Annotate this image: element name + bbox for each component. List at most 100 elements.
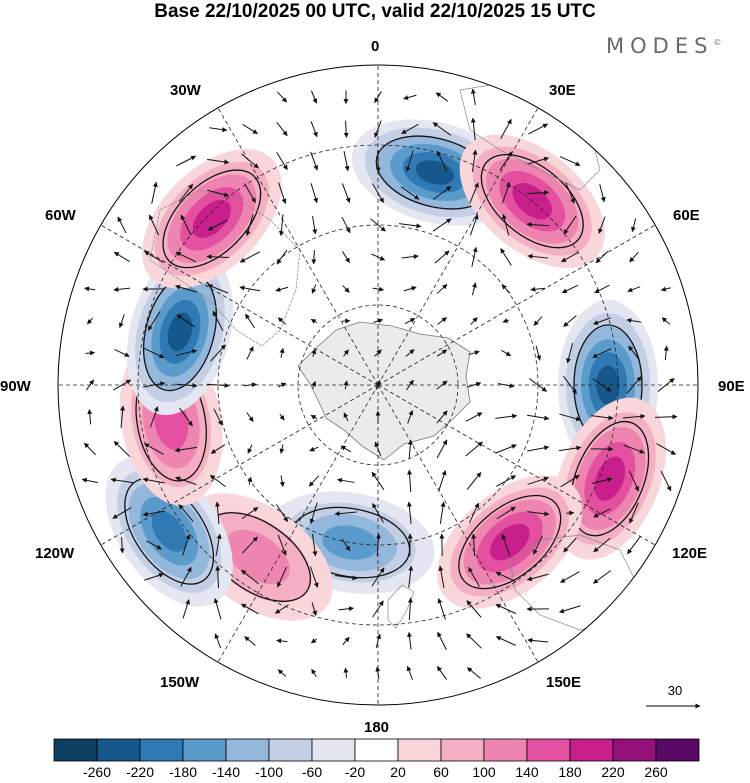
wind-vector [470,117,476,140]
wind-vector [207,219,228,231]
wind-vector [113,440,131,458]
wind-vector [465,441,483,457]
wind-vector [501,534,511,556]
colorbar-bin [483,738,528,762]
wind-vector [439,501,446,524]
wind-vector [207,189,230,198]
wind-vector [405,150,414,173]
colorbar-tick-label: -180 [168,764,198,780]
colorbar-bin [612,738,657,762]
wind-vector [527,445,550,452]
wind-vector [342,636,350,646]
wind-vector [436,284,448,294]
wind-vector [310,90,318,104]
wind-vector [500,118,512,139]
wind-vector [175,476,197,486]
meridian-line [377,224,656,386]
wind-vector [561,251,579,263]
wind-vector [501,213,510,236]
south-america-outline [149,189,301,347]
wind-vector [182,599,190,619]
wind-vector [276,249,288,265]
wind-vector [434,250,450,264]
wind-vector [407,631,412,650]
wind-vector [371,253,386,261]
wind-vector [436,150,448,172]
wind-vector [465,412,483,422]
wind-vector [372,183,384,203]
wind-vector [594,284,610,294]
wind-vector [560,571,580,583]
wind-vector [496,506,516,520]
wind-vector [471,533,477,557]
chart-title: Base 22/10/2025 00 UTC, valid 22/10/2025… [154,1,596,22]
wind-vector [496,475,517,487]
wind-vector [311,348,317,357]
wind-vector [117,216,127,234]
wind-vector [528,123,549,135]
wind-vector [243,382,257,388]
wind-vector [213,598,222,620]
wind-vector [374,91,382,103]
wind-vector [593,508,611,518]
colorbar-bin [526,738,571,762]
wind-vector [527,414,550,421]
wind-vector [372,600,384,618]
wind-vector [629,251,639,263]
wind-vector [432,122,452,136]
wind-vector [342,318,351,324]
wind-vector [437,598,446,620]
wind-vector [310,318,318,324]
wind-vector [559,413,582,422]
wind-vector [207,284,229,294]
wind-vector [206,382,230,388]
colorbar-bin [96,738,141,762]
wind-vector [527,190,550,196]
wind-vector [334,511,358,517]
wind-vector [591,477,613,484]
wind-vector [309,566,319,588]
wind-vector [342,285,350,293]
wind-vector [343,349,349,357]
wind-vector [279,413,285,421]
wind-vector [275,286,289,292]
wind-vector [527,476,549,485]
colorbar-bin [569,738,614,762]
label-lon-150e: 150E [546,674,582,691]
wind-vector [341,538,351,552]
anomaly-negative-125w [105,455,233,607]
wind-vector [530,286,546,292]
wind-vector [335,575,358,581]
wind-vector [533,316,543,326]
wind-vector [401,254,419,260]
wind-vector [592,348,612,358]
wind-vector [147,311,161,331]
wind-vector [438,565,445,588]
colorbar-bin [182,738,227,762]
colorbar-bin [268,738,313,762]
wind-vector [312,215,318,235]
wind-vector [175,349,198,357]
wind-vector [212,310,224,332]
wind-vector [470,317,478,325]
wind-vector [242,123,258,135]
wind-vector [592,378,612,392]
wind-vector [214,501,220,525]
wind-vector [654,414,678,420]
anomaly-positive-140e [437,475,583,609]
colorbar-tick-label: -100 [254,764,284,780]
wind-vector [274,604,289,614]
wind-vector [277,382,287,388]
wind-vector [403,94,417,100]
wind-vector [84,442,96,456]
wind-vector [342,251,350,264]
wind-vector [563,215,577,235]
wind-vector [499,151,513,171]
wind-vector [469,182,479,204]
colorbar-tick-label: 140 [515,764,539,780]
wind-vector [310,121,318,138]
wind-vector [372,286,385,292]
wind-vector [626,376,642,394]
wind-reference: 30 [646,683,701,709]
wind-vector [374,441,382,457]
